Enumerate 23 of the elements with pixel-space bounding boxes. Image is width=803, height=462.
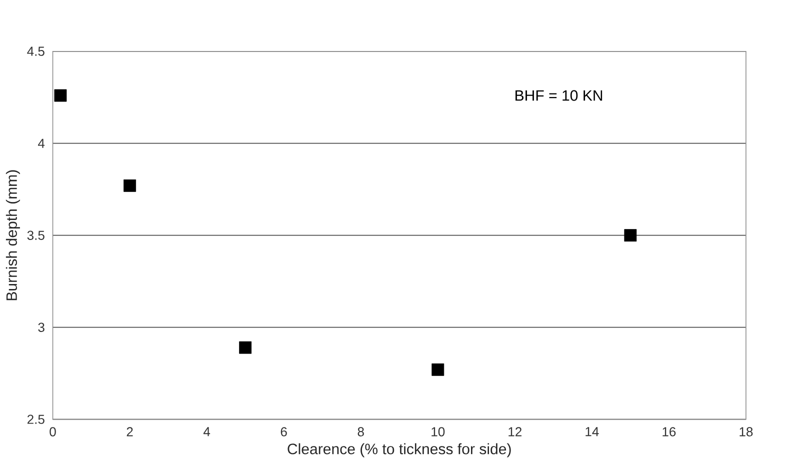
x-axis-title: Clearence (% to tickness for side): [288, 443, 511, 458]
x-tick-label: 18: [740, 427, 753, 436]
y-tick-label: 2.5: [28, 414, 44, 424]
x-tick-label: 8: [358, 427, 364, 436]
x-tick-label: 4: [203, 427, 210, 436]
y-tick-label: 4.5: [27, 46, 44, 56]
y-tick-label: 3.5: [27, 230, 44, 240]
point: [54, 89, 67, 102]
x-tick-label: 14: [586, 427, 599, 436]
y-axis-title: Burnish depth (mm): [6, 170, 20, 300]
x-tick-label: 0: [50, 427, 56, 436]
point: [432, 363, 444, 376]
y-tick-label: 4: [38, 138, 45, 148]
point: [239, 341, 252, 354]
y-tick-label: 3: [38, 322, 44, 332]
x-tick-label: 12: [508, 427, 522, 436]
x-tick-label: 10: [432, 427, 445, 436]
point: [124, 179, 136, 192]
x-tick-label: 6: [280, 427, 287, 436]
annotation: BHF = 10 KN: [516, 90, 602, 101]
x-tick-label: 16: [662, 427, 676, 436]
point: [624, 229, 637, 242]
x-tick-label: 2: [126, 427, 133, 436]
